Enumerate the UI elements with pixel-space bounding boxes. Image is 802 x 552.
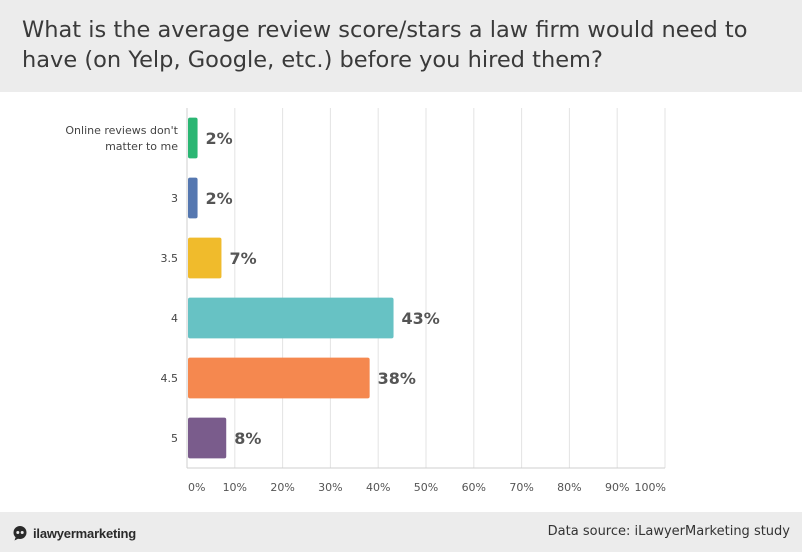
bar <box>188 237 222 279</box>
x-tick-label: 60% <box>462 481 486 494</box>
brand-name: ilawyermarketing <box>33 525 137 541</box>
value-labels: 2% 2% 7% 43% 38% 8% <box>206 129 440 448</box>
chart-bars <box>188 117 394 459</box>
category-label: 4.5 <box>161 372 179 385</box>
x-tick-label: 100% <box>635 481 666 494</box>
category-labels: Online reviews don't matter to me 3 3.5 4 4.5… <box>65 124 178 445</box>
x-tick-label: 20% <box>270 481 294 494</box>
x-tick-label: 30% <box>318 481 342 494</box>
category-label: Online reviews don't <box>65 124 178 137</box>
bar <box>188 117 198 159</box>
category-label: 3.5 <box>161 252 179 265</box>
value-label: 2% <box>206 129 233 148</box>
data-source-label: Data source: iLawyerMarketing study <box>548 524 790 539</box>
x-tick-label: 70% <box>509 481 533 494</box>
footer-band: ilawyermarketing Data source: iLawyerMar… <box>0 512 802 552</box>
category-label: matter to me <box>105 140 178 153</box>
x-tick-label: 0% <box>188 481 205 494</box>
category-label: 4 <box>171 312 178 325</box>
value-label: 38% <box>378 369 416 388</box>
value-label: 7% <box>229 249 256 268</box>
chart-gridlines <box>186 108 666 469</box>
x-tick-label: 90% <box>605 481 629 494</box>
x-tick-label: 50% <box>414 481 438 494</box>
bar <box>188 357 370 399</box>
bar <box>188 297 394 339</box>
category-label: 5 <box>171 432 178 445</box>
title-band: What is the average review score/stars a… <box>0 0 802 92</box>
bar <box>188 417 227 459</box>
brand-logo: ilawyermarketing <box>12 523 136 543</box>
x-tick-label: 40% <box>366 481 390 494</box>
value-label: 8% <box>234 429 261 448</box>
value-label: 2% <box>206 189 233 208</box>
bar <box>188 177 198 219</box>
quote-bubble-icon <box>13 526 27 541</box>
x-axis-tick-labels: 0% 10% 20% 30% 40% 50% 60% 70% 80% 90% 100% <box>188 481 666 494</box>
category-label: 3 <box>171 192 178 205</box>
data-source-text: Data source: iLawyerMarketing study <box>547 524 790 539</box>
x-tick-label: 10% <box>223 481 247 494</box>
x-tick-label: 80% <box>557 481 581 494</box>
chart-title: What is the average review score/stars a… <box>22 17 748 73</box>
value-label: 43% <box>402 309 440 328</box>
bar-chart: Online reviews don't matter to me 3 3.5 4 4.5… <box>65 108 666 494</box>
